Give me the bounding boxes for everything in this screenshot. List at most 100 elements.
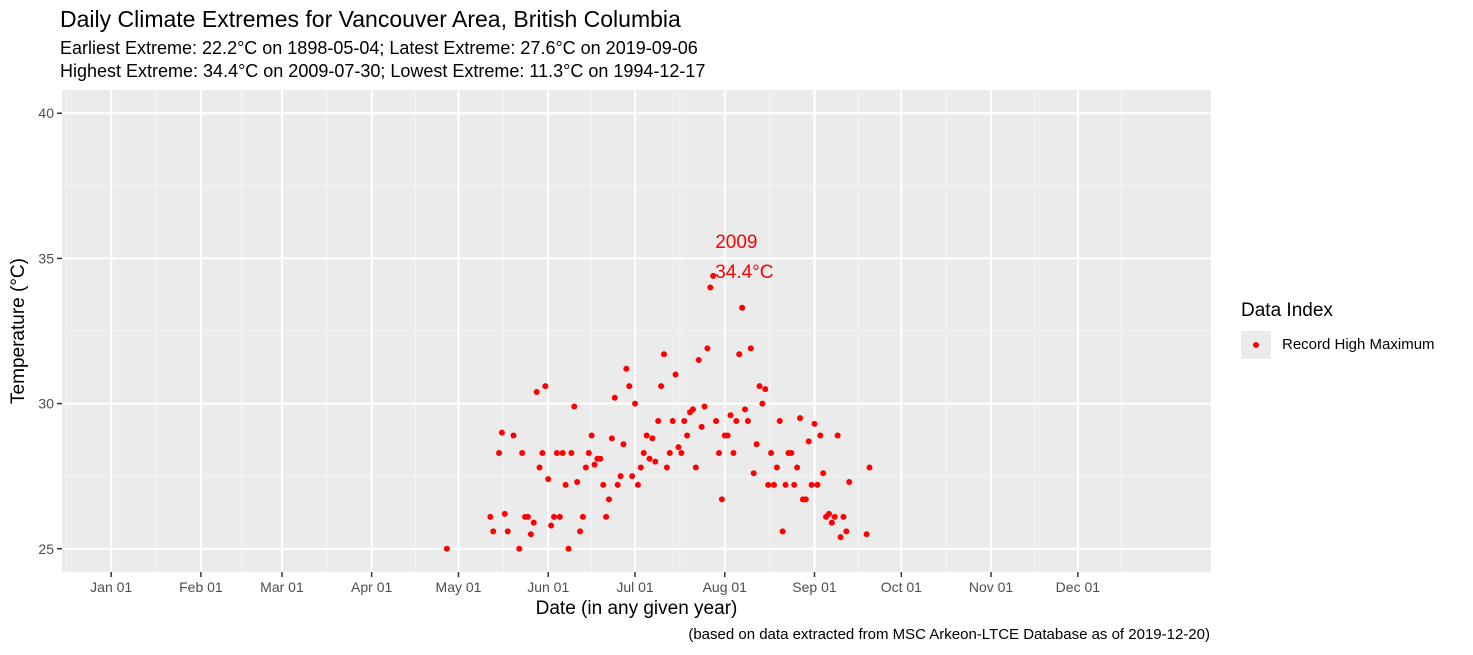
data-point bbox=[510, 432, 517, 439]
data-point bbox=[574, 478, 581, 485]
data-point bbox=[779, 528, 786, 535]
data-point bbox=[707, 284, 714, 291]
data-point bbox=[834, 432, 841, 439]
y-tick-label: 35 bbox=[38, 250, 54, 266]
data-point bbox=[649, 435, 656, 442]
data-point bbox=[698, 423, 705, 430]
data-point bbox=[588, 432, 595, 439]
data-point bbox=[797, 415, 804, 422]
data-point bbox=[640, 449, 647, 456]
data-point bbox=[828, 519, 835, 526]
data-point bbox=[646, 455, 653, 462]
data-point bbox=[591, 461, 598, 468]
data-point bbox=[744, 418, 751, 425]
data-point bbox=[666, 449, 673, 456]
data-point bbox=[863, 531, 870, 538]
data-point bbox=[629, 473, 636, 480]
data-point bbox=[443, 545, 450, 552]
data-point bbox=[524, 513, 531, 520]
data-point bbox=[750, 470, 757, 477]
data-point bbox=[487, 513, 494, 520]
data-point bbox=[710, 272, 717, 279]
annotation-year: 2009 bbox=[715, 232, 757, 253]
data-point bbox=[498, 429, 505, 436]
data-point bbox=[675, 444, 682, 451]
data-point bbox=[516, 545, 523, 552]
data-point bbox=[620, 441, 627, 448]
data-point bbox=[782, 481, 789, 488]
data-point bbox=[559, 449, 566, 456]
data-point bbox=[608, 435, 615, 442]
data-point bbox=[490, 528, 497, 535]
data-point bbox=[811, 420, 818, 427]
data-point bbox=[565, 545, 572, 552]
data-point bbox=[579, 513, 586, 520]
data-point bbox=[655, 418, 662, 425]
data-point bbox=[669, 418, 676, 425]
data-point bbox=[606, 496, 613, 503]
data-point bbox=[808, 481, 815, 488]
data-point bbox=[519, 449, 526, 456]
data-point bbox=[718, 496, 725, 503]
x-tick-label: Apr 01 bbox=[351, 579, 392, 595]
data-point bbox=[585, 449, 592, 456]
x-tick-label: May 01 bbox=[436, 579, 482, 595]
data-point bbox=[805, 438, 812, 445]
data-point bbox=[652, 458, 659, 465]
chart-subtitle-line-1: Earliest Extreme: 22.2°C on 1898-05-04; … bbox=[60, 38, 698, 58]
data-point bbox=[600, 481, 607, 488]
y-axis-title: Temperature (°C) bbox=[8, 258, 29, 404]
data-point bbox=[672, 371, 679, 378]
data-point bbox=[770, 481, 777, 488]
data-point bbox=[742, 406, 749, 413]
data-point bbox=[733, 418, 740, 425]
data-point bbox=[533, 388, 540, 395]
data-point bbox=[753, 441, 760, 448]
data-point bbox=[817, 432, 824, 439]
data-point bbox=[637, 464, 644, 471]
chart-caption: (based on data extracted from MSC Arkeon… bbox=[688, 626, 1210, 643]
y-tick-label: 25 bbox=[38, 541, 54, 557]
data-point bbox=[643, 432, 650, 439]
data-point bbox=[704, 345, 711, 352]
data-point bbox=[837, 534, 844, 541]
data-point bbox=[678, 449, 685, 456]
data-point bbox=[843, 528, 850, 535]
chart-subtitle-line-2: Highest Extreme: 34.4°C on 2009-07-30; L… bbox=[60, 61, 706, 81]
data-point bbox=[701, 403, 708, 410]
data-point bbox=[681, 418, 688, 425]
data-point bbox=[582, 464, 589, 471]
x-tick-label: Sep 01 bbox=[792, 579, 837, 595]
annotation-value: 34.4°C bbox=[715, 262, 773, 283]
x-tick-label: Aug 01 bbox=[703, 579, 748, 595]
x-tick-label: Jun 01 bbox=[527, 579, 569, 595]
data-point bbox=[562, 481, 569, 488]
data-point bbox=[684, 432, 691, 439]
data-point bbox=[727, 412, 734, 419]
data-point bbox=[715, 449, 722, 456]
x-tick-label: Feb 01 bbox=[179, 579, 223, 595]
data-point bbox=[632, 400, 639, 407]
x-tick-label: Oct 01 bbox=[881, 579, 922, 595]
data-point bbox=[756, 383, 763, 390]
data-point bbox=[820, 470, 827, 477]
legend-key-point bbox=[1253, 342, 1259, 348]
data-point bbox=[866, 464, 873, 471]
data-point bbox=[739, 304, 746, 311]
data-point bbox=[695, 357, 702, 364]
data-point bbox=[768, 449, 775, 456]
data-point bbox=[542, 383, 549, 390]
data-point bbox=[658, 383, 665, 390]
data-point bbox=[626, 383, 633, 390]
x-tick-label: Dec 01 bbox=[1056, 579, 1101, 595]
data-point bbox=[840, 513, 847, 520]
data-point bbox=[611, 394, 618, 401]
data-point bbox=[577, 528, 584, 535]
data-point bbox=[747, 345, 754, 352]
data-point bbox=[759, 400, 766, 407]
x-tick-label: Mar 01 bbox=[260, 579, 304, 595]
data-point bbox=[603, 513, 610, 520]
x-tick-label: Nov 01 bbox=[969, 579, 1014, 595]
data-point bbox=[713, 418, 720, 425]
